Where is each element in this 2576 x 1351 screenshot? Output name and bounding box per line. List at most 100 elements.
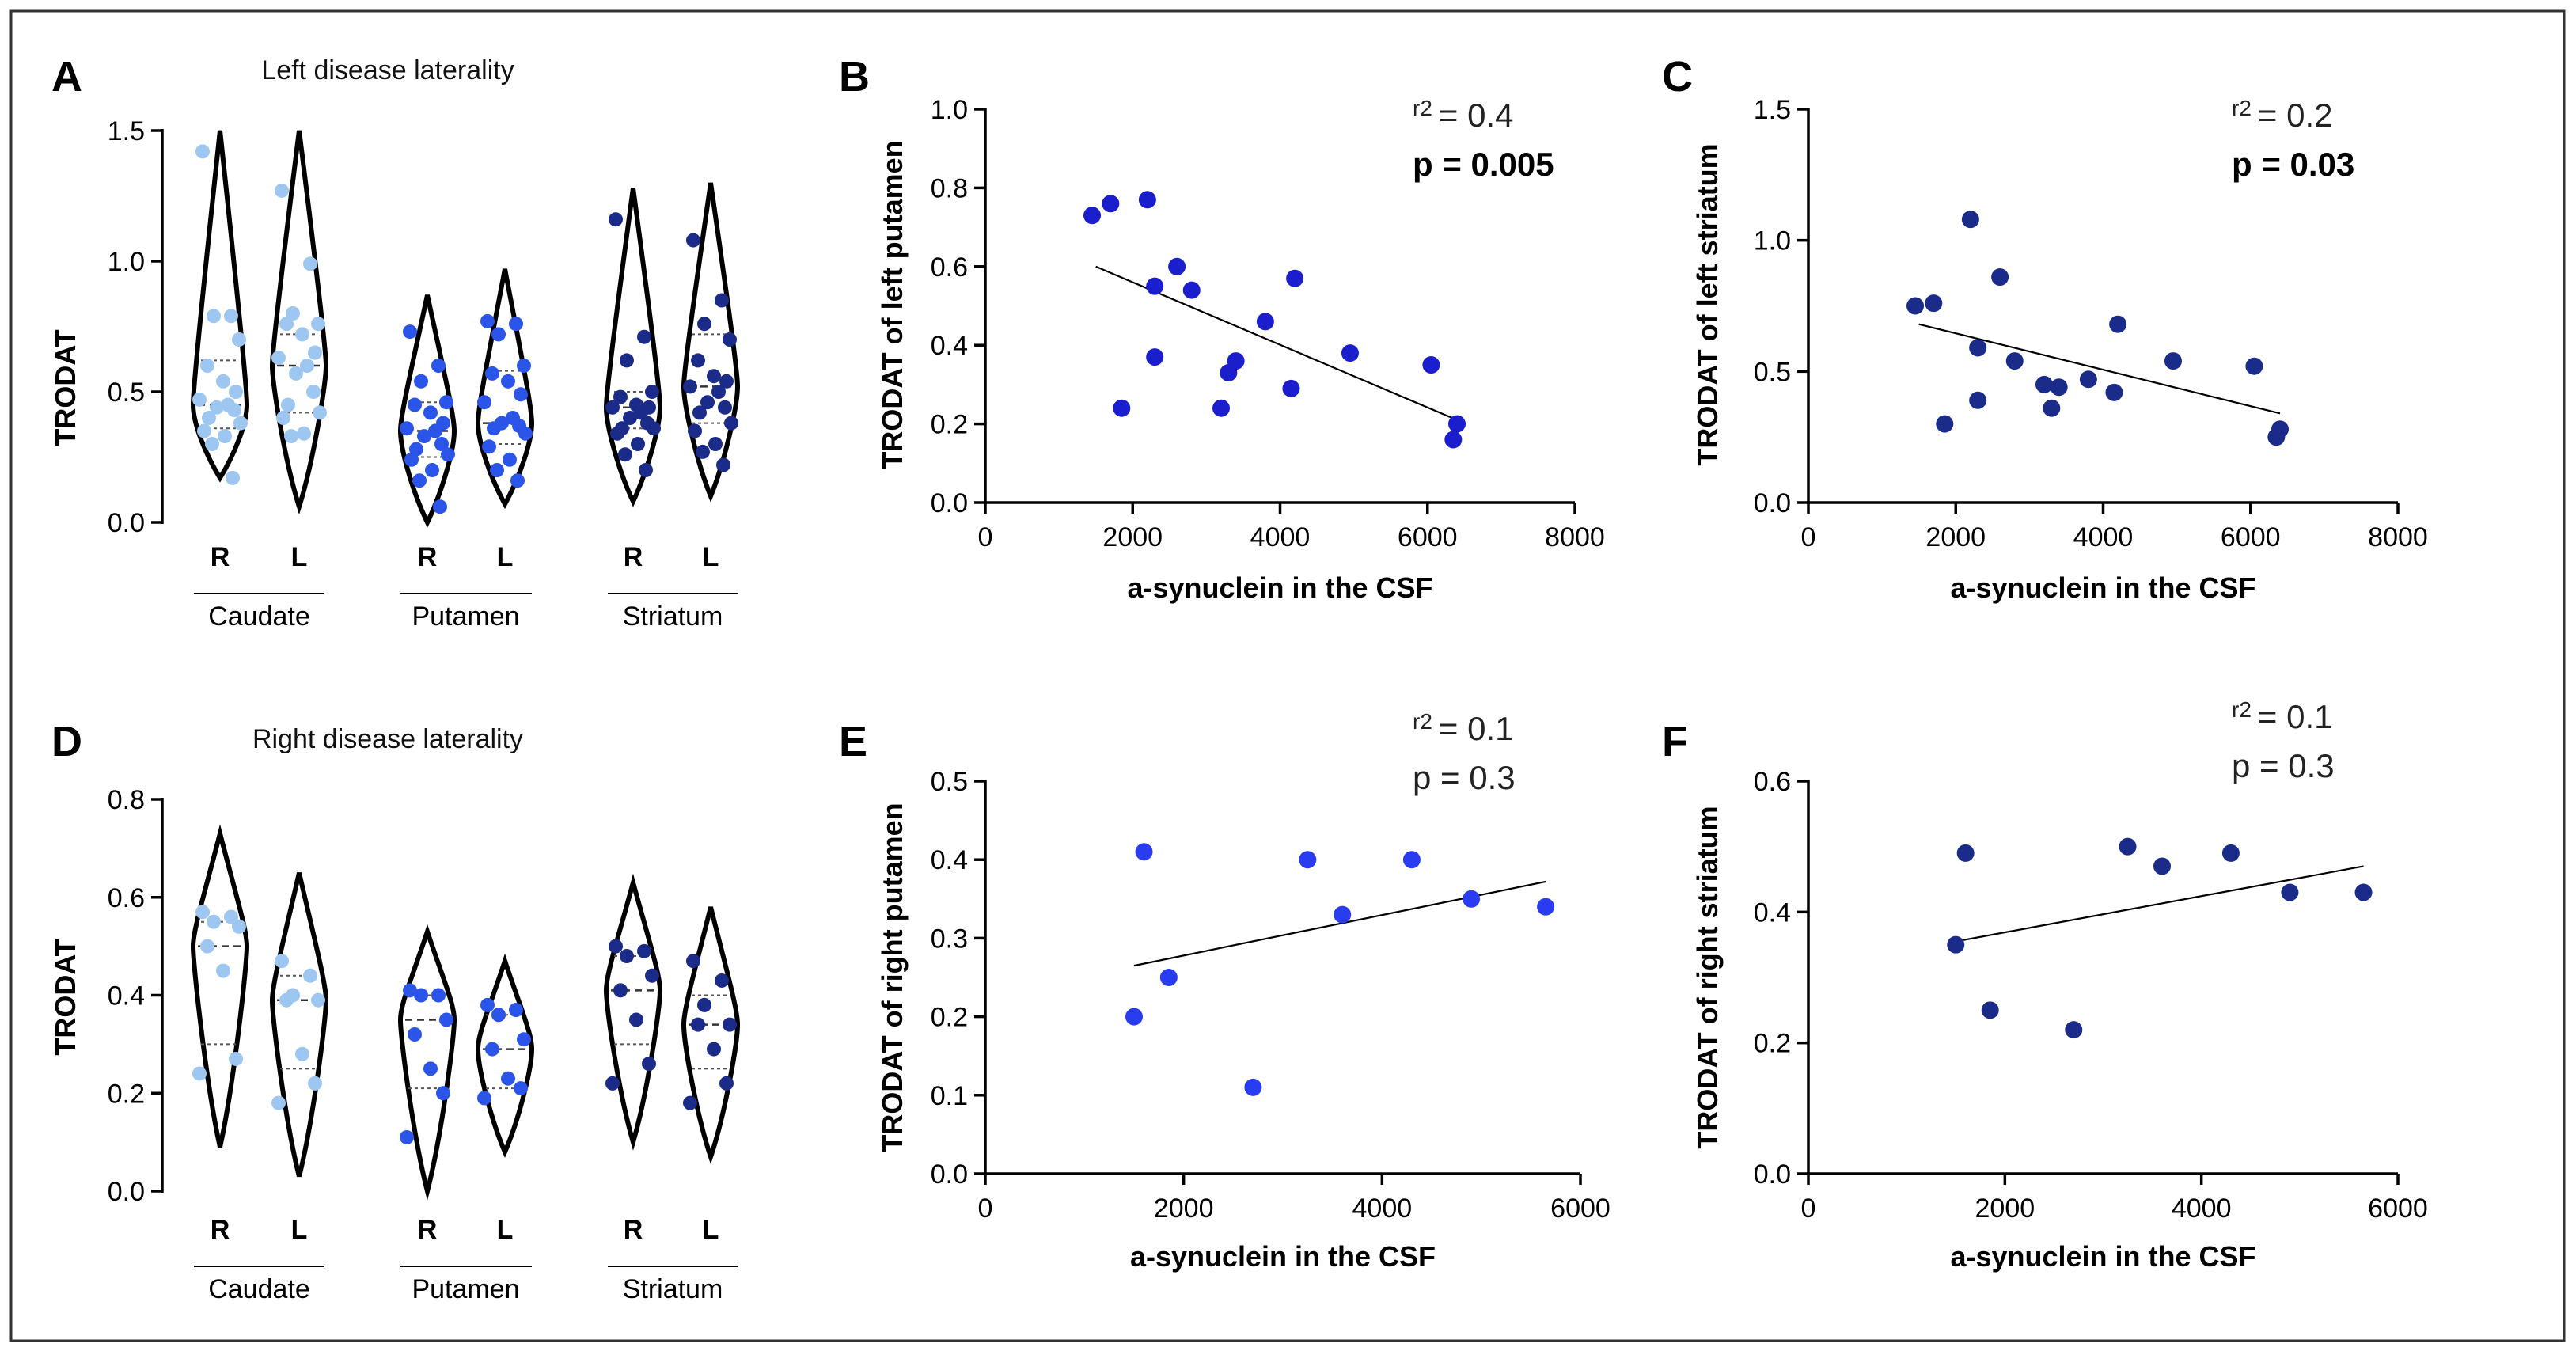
x-tick-label: 4000 bbox=[1250, 522, 1311, 552]
group-label: Striatum bbox=[623, 601, 723, 632]
data-point bbox=[514, 1081, 528, 1096]
data-point bbox=[2043, 399, 2061, 417]
data-point bbox=[414, 374, 428, 389]
y-tick-label: 1.0 bbox=[1754, 226, 1791, 256]
data-point bbox=[688, 423, 702, 438]
data-point bbox=[647, 421, 661, 436]
data-point bbox=[192, 392, 207, 407]
data-point bbox=[514, 387, 528, 402]
data-point bbox=[197, 423, 211, 438]
y-tick-label: 0.0 bbox=[931, 488, 968, 518]
stat-r2-prefix: r2 bbox=[1413, 709, 1432, 734]
data-point bbox=[707, 1042, 721, 1057]
data-point bbox=[1961, 211, 1979, 229]
data-point bbox=[510, 473, 525, 488]
data-point bbox=[205, 437, 219, 451]
data-point bbox=[313, 405, 327, 420]
x-category-label: R bbox=[418, 1215, 438, 1245]
data-point bbox=[645, 968, 659, 983]
x-category-label: R bbox=[624, 1215, 643, 1245]
group-label: Caudate bbox=[208, 1274, 310, 1304]
data-point bbox=[400, 1129, 414, 1144]
x-category-label: R bbox=[211, 1215, 230, 1245]
data-point bbox=[683, 379, 697, 394]
panel-label: A bbox=[51, 53, 82, 101]
data-point bbox=[423, 405, 438, 420]
x-tick-label: 6000 bbox=[2368, 1194, 2428, 1224]
y-tick-label: 0.8 bbox=[931, 173, 968, 203]
panel-label: E bbox=[839, 718, 867, 765]
data-point bbox=[2005, 352, 2024, 370]
data-point bbox=[431, 988, 446, 1003]
x-tick-label: 2000 bbox=[1975, 1194, 2035, 1224]
data-point bbox=[428, 423, 442, 438]
data-point bbox=[439, 1012, 453, 1027]
data-point bbox=[620, 353, 634, 368]
group-label: Striatum bbox=[623, 1274, 723, 1304]
data-point bbox=[1334, 905, 1352, 924]
data-point bbox=[1256, 313, 1274, 331]
data-point bbox=[629, 1012, 643, 1027]
data-point bbox=[2119, 837, 2137, 856]
data-point bbox=[623, 411, 637, 425]
y-tick-label: 0.6 bbox=[931, 252, 968, 283]
data-point bbox=[224, 309, 238, 324]
data-point bbox=[1448, 415, 1466, 433]
stat-r2-prefix: r2 bbox=[2232, 697, 2252, 722]
data-point bbox=[1182, 281, 1201, 299]
data-point bbox=[434, 437, 449, 451]
data-point bbox=[707, 369, 721, 384]
y-tick-label: 0.2 bbox=[108, 1079, 145, 1109]
data-point bbox=[645, 385, 659, 399]
data-point bbox=[2153, 857, 2171, 875]
data-point bbox=[200, 359, 214, 373]
data-point bbox=[477, 395, 491, 410]
data-point bbox=[1146, 277, 1164, 295]
stat-r2-value: = 0.2 bbox=[2258, 97, 2333, 134]
y-tick-label: 1.5 bbox=[1754, 95, 1791, 125]
data-point bbox=[715, 293, 729, 308]
data-point bbox=[218, 429, 232, 444]
data-point bbox=[311, 992, 325, 1008]
data-point bbox=[2245, 357, 2263, 375]
data-point bbox=[1135, 843, 1153, 861]
x-tick-label: 8000 bbox=[2368, 522, 2428, 552]
data-point bbox=[1341, 344, 1359, 362]
panel-E-scatter: E 0.0 0.1 0.2 0.3 0.4 0.5 0 2000 4000 6000 TRODAT o… bbox=[839, 709, 1610, 1273]
data-point bbox=[1444, 431, 1463, 449]
data-point bbox=[1102, 195, 1120, 213]
data-point bbox=[700, 395, 715, 410]
data-point bbox=[297, 426, 311, 441]
stat-r2-value: = 0.1 bbox=[2258, 698, 2333, 735]
y-tick-label: 0.6 bbox=[1754, 767, 1791, 797]
y-tick-label: 0.4 bbox=[931, 331, 968, 361]
data-point bbox=[216, 374, 230, 389]
data-point bbox=[1227, 352, 1245, 370]
data-point bbox=[303, 256, 317, 271]
violin-caudate-L bbox=[269, 872, 329, 1178]
data-point bbox=[436, 1086, 450, 1101]
data-point bbox=[232, 332, 246, 347]
data-point bbox=[441, 447, 455, 462]
data-point bbox=[303, 968, 317, 983]
group-label: Putamen bbox=[412, 1274, 519, 1304]
data-point bbox=[417, 429, 431, 444]
data-point bbox=[1936, 415, 1954, 433]
data-point bbox=[708, 437, 723, 451]
x-tick-label: 2000 bbox=[1102, 522, 1163, 552]
data-point bbox=[275, 183, 289, 198]
data-point bbox=[501, 374, 515, 389]
data-point bbox=[480, 313, 495, 328]
data-point bbox=[697, 317, 711, 332]
data-point bbox=[226, 470, 240, 485]
data-point bbox=[195, 905, 210, 920]
data-point bbox=[718, 400, 732, 415]
regression-line bbox=[1133, 880, 1546, 967]
stat-p-value: p = 0.005 bbox=[1413, 146, 1554, 183]
data-point bbox=[697, 997, 711, 1012]
data-point bbox=[431, 359, 446, 373]
regression-line bbox=[1918, 323, 2281, 415]
data-point bbox=[477, 1091, 491, 1106]
data-point bbox=[227, 403, 241, 418]
